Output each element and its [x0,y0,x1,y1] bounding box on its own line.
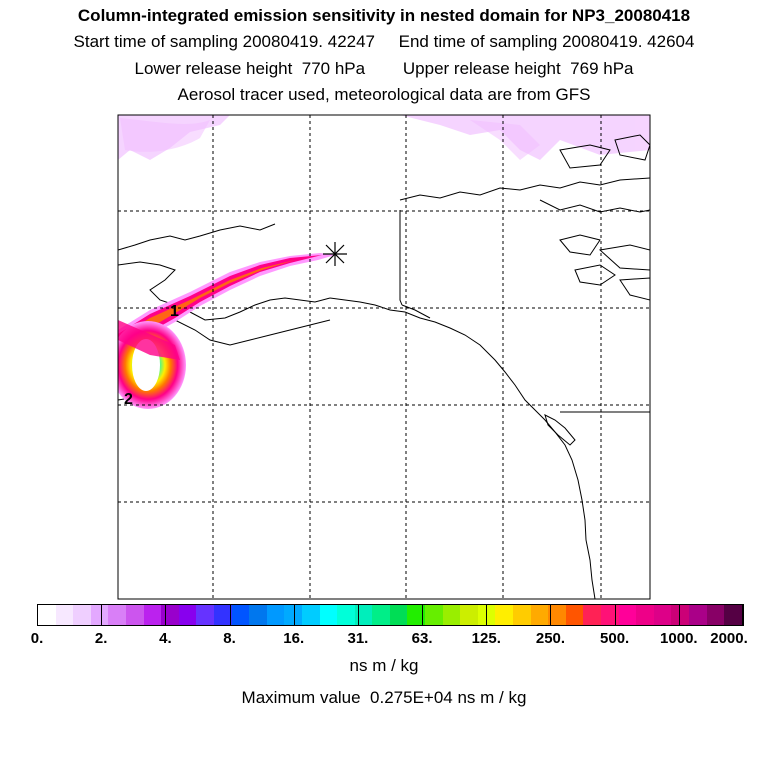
colorbar-swatch [38,605,56,625]
map-frame [117,114,651,600]
colorbar-swatch [653,605,672,625]
colorbar-swatch [513,605,531,625]
colorbar-swatch [231,605,250,625]
colorbar-tick-label: 16. [283,630,305,647]
colorbar-swatch [425,605,443,625]
colorbar-swatch [301,605,320,625]
colorbar-swatch [389,605,408,625]
colorbar-swatch [706,605,725,625]
colorbar-swatch [601,605,619,625]
colorbar-swatch [477,605,496,625]
maximum-value: Maximum value 0.275E+04 ns m / kg [241,688,527,707]
colorbar-tick-label: 2000. [710,630,748,647]
colorbar-swatch [636,605,654,625]
colorbar-swatch [213,605,232,625]
colorbar-swatch [688,605,707,625]
sampling-times: Start time of sampling 20080419. 42247 E… [73,32,695,51]
colorbar-swatch [196,605,214,625]
colorbar-tick-label: 2. [94,630,108,647]
colorbar-swatch [55,605,74,625]
release-heights: Lower release height 770 hPa Upper relea… [134,59,634,78]
colorbar-swatch [372,605,390,625]
plume-label-2: 2 [124,391,133,408]
receptor-asterisk-marker [323,242,347,266]
colorbar-swatch [724,605,742,625]
colorbar-swatch [495,605,514,625]
colorbar-swatch [530,605,549,625]
lat-lon-grid [118,115,650,599]
colorbar-swatch [125,605,144,625]
colorbar-swatch [354,605,373,625]
arctic-sensitivity-wisps [118,115,650,160]
colorbar-tick-label: 125. [471,630,501,647]
colorbar-labels: 0. 2. 4. 8. 16. 31. 63. 125. 250. 500. 1000. 2000. [0,630,768,650]
colorbar-tick-label: 4. [159,630,172,647]
colorbar-tick-label: 63. [411,630,433,647]
emission-sensitivity-plume [118,253,335,409]
colorbar-swatch [618,605,637,625]
colorbar-swatch [548,605,566,625]
figure-title: Column-integrated emission sensitivity i… [77,6,691,25]
colorbar-swatch [442,605,461,625]
colorbar-swatch [178,605,197,625]
colorbar-swatch [266,605,285,625]
colorbar-swatch [319,605,338,625]
colorbar-swatch [671,605,689,625]
colorbar-units: ns m / kg [349,656,419,675]
colorbar-swatch [73,605,91,625]
coastlines [118,134,650,599]
colorbar-tick-label: 500. [600,630,630,647]
colorbar-swatch [143,605,162,625]
colorbar-swatch [161,605,179,625]
colorbar-swatch [249,605,267,625]
tracer-info: Aerosol tracer used, meteorological data… [177,85,591,104]
colorbar-swatch [583,605,601,625]
colorbar-swatch [90,605,109,625]
colorbar-swatch [108,605,126,625]
colorbar-swatch [565,605,584,625]
plume-label-1: 1 [170,303,179,320]
colorbar-tick-label: 250. [535,630,566,647]
colorbar [37,604,743,626]
borders [399,210,650,413]
colorbar-tick-label: 0. [30,630,44,647]
colorbar-tick-label: 1000. [660,630,698,647]
colorbar-tick-label: 31. [347,630,369,647]
colorbar-swatch [284,605,302,625]
colorbar-swatch [460,605,478,625]
colorbar-swatch [407,605,426,625]
colorbar-swatch [337,605,355,625]
colorbar-tick-label: 8. [223,630,236,647]
